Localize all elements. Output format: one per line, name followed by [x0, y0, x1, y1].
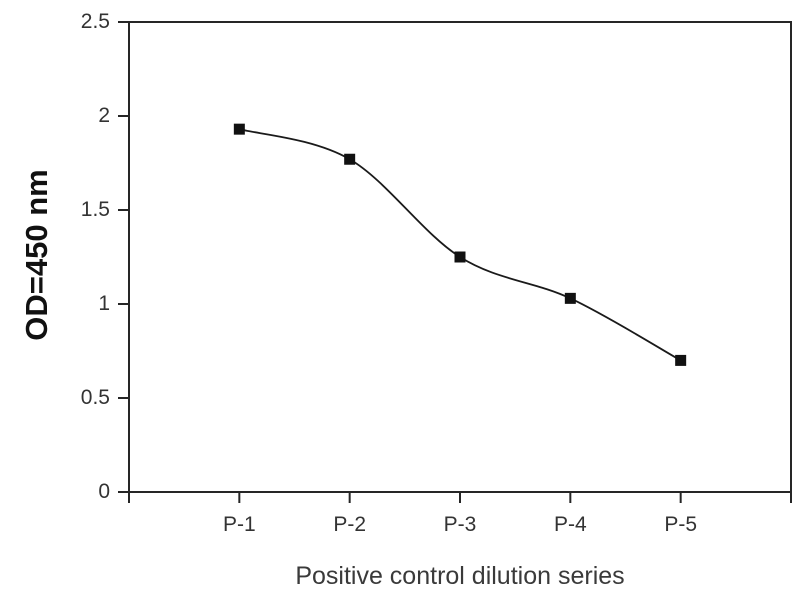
x-tick-label: P-5 — [664, 513, 697, 536]
x-tick-label: P-1 — [222, 513, 256, 536]
x-axis-title: Positive control dilution series — [295, 562, 625, 590]
y-axis-title: OD=450 nm — [19, 169, 54, 341]
data-point-marker — [344, 153, 356, 165]
data-point-marker — [675, 354, 687, 366]
y-tick-label: 2.5 — [80, 10, 110, 33]
data-point-marker — [454, 251, 466, 263]
y-tick-label: 0.5 — [80, 386, 110, 409]
x-tick-label: P-3 — [443, 513, 477, 536]
y-tick-label: 1.5 — [80, 198, 110, 221]
y-tick-label: 0 — [98, 480, 110, 503]
x-tick-label: P-2 — [333, 513, 366, 536]
y-tick-label: 2 — [98, 104, 110, 127]
data-point-marker — [564, 292, 576, 304]
x-tick-label: P-4 — [553, 513, 587, 536]
data-series-line — [239, 128, 682, 362]
y-tick-label: 1 — [98, 292, 110, 315]
data-point-marker — [233, 123, 245, 135]
